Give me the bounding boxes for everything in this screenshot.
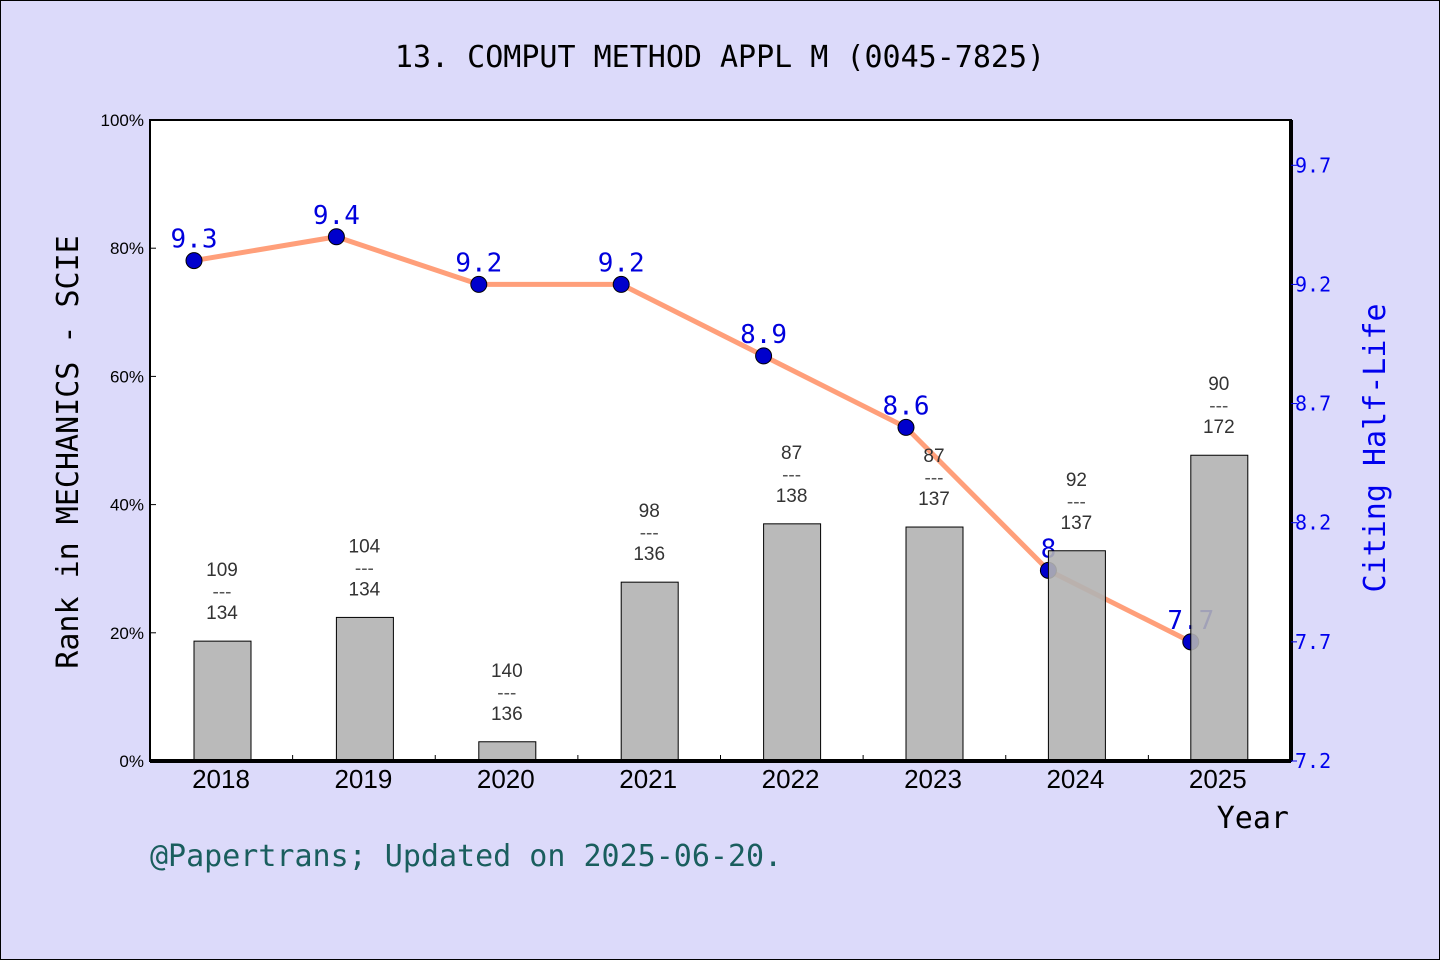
bar-rank-label: 87: [781, 443, 802, 464]
right-tick-label: 7.2: [1295, 749, 1331, 773]
rank-bar: [193, 640, 252, 762]
chart-title: 13. COMPUT METHOD APPL M (0045-7825): [395, 40, 1045, 75]
bar-separator: ---: [355, 558, 374, 579]
x-tick-label: 2019: [334, 764, 392, 794]
bar-separator: ---: [1209, 396, 1228, 417]
half-life-point: [327, 228, 345, 246]
bar-separator: ---: [640, 523, 659, 544]
bar-total-label: 136: [491, 704, 523, 725]
x-tick-label: 2025: [1189, 764, 1247, 794]
bar-total-label: 137: [1061, 513, 1093, 534]
bar-separator: ---: [1067, 492, 1086, 513]
half-life-point: [612, 275, 630, 293]
half-life-point: [897, 418, 915, 436]
bar-total-label: 138: [776, 486, 808, 507]
bar-separator: ---: [213, 582, 232, 603]
footer-note: @Papertrans; Updated on 2025-06-20.: [150, 839, 782, 874]
left-tick-label: 0%: [119, 752, 144, 771]
half-life-label: 9.2: [455, 248, 502, 278]
rank-bar: [335, 616, 394, 762]
left-tick-label: 60%: [110, 367, 144, 386]
bar-total-label: 137: [918, 489, 950, 510]
right-tick-label: 9.2: [1295, 272, 1331, 296]
x-tick-label: 2020: [477, 764, 535, 794]
left-tick-label: 40%: [110, 496, 144, 515]
bar-total-label: 134: [206, 603, 238, 624]
bar-rank-label: 104: [349, 536, 381, 557]
left-axis-label: Rank in MECHANICS - SCIE: [51, 235, 86, 668]
bar-rank-label: 140: [491, 661, 523, 682]
x-tick-label: 2018: [192, 764, 250, 794]
rank-bar: [620, 581, 679, 762]
rank-bar: [1190, 454, 1249, 762]
left-tick-label: 20%: [110, 624, 144, 643]
bar-total-label: 136: [633, 544, 665, 565]
bar-total-label: 134: [349, 579, 381, 600]
x-tick-label: 2021: [619, 764, 677, 794]
x-tick-label: 2022: [762, 764, 820, 794]
left-tick-label: 100%: [101, 111, 144, 130]
right-tick-label: 8.7: [1295, 392, 1331, 416]
bar-separator: ---: [497, 683, 516, 704]
half-life-label: 9.3: [171, 225, 218, 255]
rank-bar: [478, 741, 537, 762]
x-axis-label: Year: [1217, 801, 1289, 836]
bar-total-label: 172: [1203, 417, 1235, 438]
bar-rank-label: 87: [923, 446, 944, 467]
half-life-label: 9.4: [313, 201, 360, 231]
rank-bar: [905, 526, 964, 762]
bar-rank-label: 92: [1066, 470, 1087, 491]
bar-separator: ---: [925, 468, 944, 489]
rank-bar: [1047, 550, 1106, 762]
half-life-line: [193, 234, 1192, 645]
rank-bar: [763, 523, 822, 762]
bar-rank-label: 98: [639, 501, 660, 522]
left-tick-label: 80%: [110, 239, 144, 258]
half-life-label: 9.2: [598, 248, 645, 278]
bar-rank-label: 109: [206, 560, 238, 581]
half-life-label: 8.6: [883, 391, 930, 421]
bar-rank-label: 90: [1208, 374, 1229, 395]
half-life-label: 8.9: [740, 320, 787, 350]
right-tick-label: 8.2: [1295, 511, 1331, 535]
x-tick-label: 2024: [1046, 764, 1104, 794]
half-life-point: [755, 347, 773, 365]
right-tick-label: 9.7: [1295, 153, 1331, 177]
x-tick-label: 2023: [904, 764, 962, 794]
right-axis-label: Citing Half-Life: [1358, 304, 1393, 593]
bar-separator: ---: [782, 465, 801, 486]
half-life-point: [185, 252, 203, 270]
half-life-point: [470, 275, 488, 293]
right-tick-label: 7.7: [1295, 630, 1331, 654]
